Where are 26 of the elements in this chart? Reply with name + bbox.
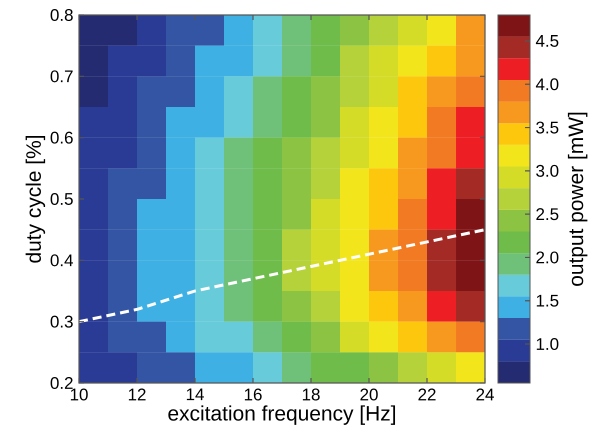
y-tick-label: 0.2 (50, 377, 73, 389)
color-bar-label: 4.5 (536, 35, 558, 47)
x-tick-label: 24 (476, 388, 494, 400)
x-tick-label: 20 (360, 388, 378, 401)
y-tick-label: 0.4 (50, 254, 73, 266)
y-axis-title: duty cycle [%] (26, 136, 46, 263)
y-tick-label: 0.8 (50, 9, 73, 21)
x-tick-label: 16 (244, 388, 262, 401)
y-tick-label: 0.7 (50, 70, 73, 82)
y-tick-label: 0.3 (50, 316, 73, 328)
color-bar-label: 4.0 (536, 78, 558, 90)
color-bar-label: 3.0 (536, 164, 558, 177)
x-tick-label: 10 (70, 388, 88, 401)
color-bar-label: 1.0 (536, 338, 558, 350)
color-bar-label: 1.5 (536, 294, 558, 307)
x-tick-label: 18 (302, 388, 320, 401)
x-tick-label: 12 (128, 388, 146, 400)
y-tick-label: 0.6 (50, 132, 73, 144)
x-tick-label: 14 (186, 388, 204, 400)
color-bar-label: 2.0 (536, 251, 558, 264)
x-axis-title: excitation frequency [Hz] (168, 405, 396, 425)
color-bar-label: 3.5 (536, 122, 558, 134)
x-tick-label: 22 (418, 388, 436, 400)
color-bar-label: 2.5 (536, 208, 558, 220)
color-bar-title: output power [mW] (568, 112, 588, 286)
y-tick-label: 0.5 (50, 193, 73, 205)
